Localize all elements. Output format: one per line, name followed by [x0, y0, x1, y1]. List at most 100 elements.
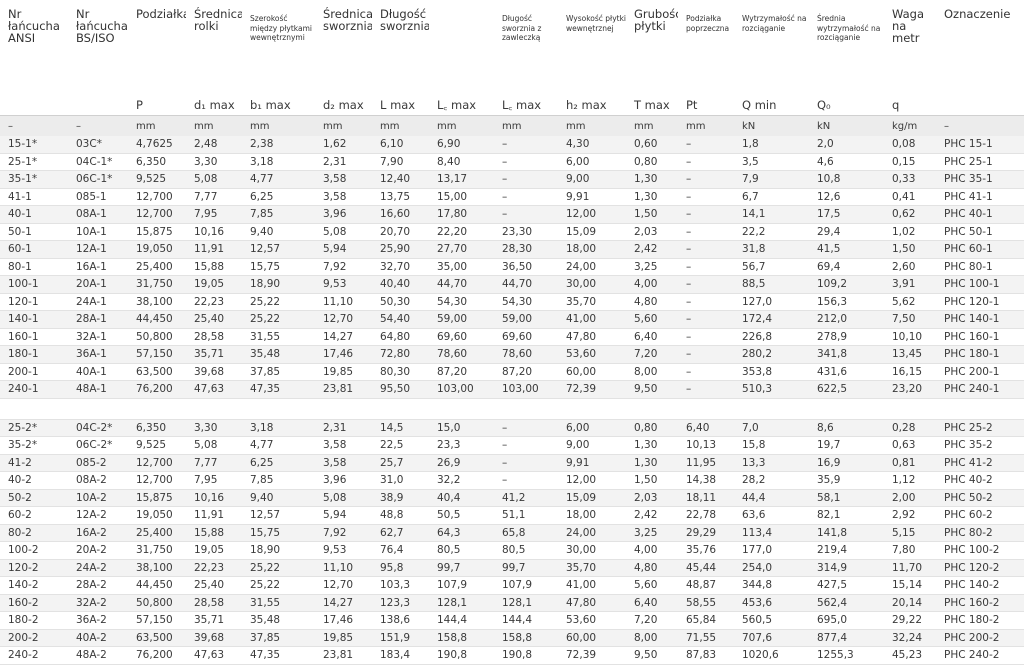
- table-cell: 48A-2: [68, 646, 128, 665]
- table-cell: 28,2: [734, 471, 809, 490]
- table-cell: 25,22: [242, 293, 315, 311]
- table-cell: PHC 180-1: [936, 345, 1024, 364]
- table-cell: 38,100: [128, 559, 186, 577]
- table-row: 50-1 10A-1 15,875 10,16 9,40 5,08 20,70 22,20 23…: [0, 223, 1024, 241]
- table-cell: PHC 40-2: [936, 471, 1024, 490]
- table-cell: 48,87: [678, 576, 734, 595]
- table-cell: 9,91: [558, 454, 626, 472]
- table-cell: 23,20: [884, 380, 936, 399]
- table-cell: 22,5: [372, 436, 429, 455]
- table-cell: 25,400: [128, 524, 186, 542]
- table-cell: 3,91: [884, 275, 936, 294]
- table-cell: 1020,6: [734, 646, 809, 665]
- table-cell: 8,00: [626, 363, 678, 381]
- table-cell: 20A-1: [68, 275, 128, 294]
- table-cell: 16,15: [884, 363, 936, 381]
- separator-cell: [734, 398, 809, 420]
- table-cell: PHC 25-2: [936, 419, 1024, 437]
- table-cell: 200-2: [0, 629, 68, 647]
- table-row: 100-2 20A-2 31,750 19,05 18,90 9,53 76,4 80,5 80…: [0, 541, 1024, 560]
- table-cell: 6,00: [558, 153, 626, 171]
- table-cell: 18,90: [242, 275, 315, 294]
- table-cell: 9,50: [626, 380, 678, 399]
- table-cell: 10,10: [884, 328, 936, 346]
- table-cell: 15,75: [242, 258, 315, 276]
- table-cell: 87,20: [429, 363, 494, 381]
- table-cell: 14,27: [315, 328, 372, 346]
- column-symbol: P: [136, 98, 143, 112]
- table-cell: 113,4: [734, 524, 809, 542]
- table-cell: 17,46: [315, 611, 372, 630]
- column-name: [429, 0, 494, 95]
- table-cell: 2,03: [626, 223, 678, 241]
- table-cell: 107,9: [429, 576, 494, 595]
- table-cell: 3,25: [626, 258, 678, 276]
- table-cell: PHC 41-2: [936, 454, 1024, 472]
- table-cell: 69,60: [494, 328, 558, 346]
- table-cell: 12,57: [242, 240, 315, 259]
- table-cell: 4,6: [809, 153, 884, 171]
- table-cell: 28,58: [186, 328, 242, 346]
- table-cell: 25-1*: [0, 153, 68, 171]
- table-cell: 41-1: [0, 188, 68, 206]
- table-cell: 17,46: [315, 345, 372, 364]
- table-cell: 22,20: [429, 223, 494, 241]
- table-cell: 59,00: [494, 310, 558, 329]
- table-cell: 12,700: [128, 205, 186, 224]
- table-cell: 39,68: [186, 363, 242, 381]
- table-cell: 65,8: [494, 524, 558, 542]
- table-cell: PHC 180-2: [936, 611, 1024, 630]
- table-cell: –: [494, 188, 558, 206]
- column-symbol: Q₀: [817, 98, 831, 112]
- column-name: Waga na metr: [892, 7, 925, 45]
- table-cell: 144,4: [429, 611, 494, 630]
- column-name: Podziałka: [136, 7, 186, 21]
- table-cell: 2,38: [242, 136, 315, 154]
- table-cell: 1,50: [626, 205, 678, 224]
- column-symbol: d₁ max: [194, 98, 235, 112]
- table-cell: 95,50: [372, 380, 429, 399]
- table-cell: 72,39: [558, 380, 626, 399]
- column-unit: mm: [372, 115, 429, 136]
- table-cell: 38,100: [128, 293, 186, 311]
- table-cell: 36A-2: [68, 611, 128, 630]
- table-cell: –: [494, 170, 558, 189]
- table-cell: 32,2: [429, 471, 494, 490]
- table-cell: 3,5: [734, 153, 809, 171]
- table-cell: 47,35: [242, 646, 315, 665]
- table-cell: 14,27: [315, 594, 372, 612]
- column-name: Średnia wytrzymałość na rozciąganie: [817, 14, 881, 42]
- table-cell: PHC 120-1: [936, 293, 1024, 311]
- table-cell: 1255,3: [809, 646, 884, 665]
- table-cell: 107,9: [494, 576, 558, 595]
- table-cell: 28A-2: [68, 576, 128, 595]
- table-cell: 19,7: [809, 436, 884, 455]
- table-cell: 06C-1*: [68, 170, 128, 189]
- table-cell: 30,00: [558, 541, 626, 560]
- table-row: 40-1 08A-1 12,700 7,95 7,85 3,96 16,60 17,80–12…: [0, 205, 1024, 224]
- table-cell: 8,00: [626, 629, 678, 647]
- table-cell: 35,71: [186, 345, 242, 364]
- table-cell: 5,62: [884, 293, 936, 311]
- table-cell: 0,60: [626, 136, 678, 154]
- table-cell: 120-2: [0, 559, 68, 577]
- table-cell: 2,31: [315, 419, 372, 437]
- table-cell: 78,60: [429, 345, 494, 364]
- table-cell: 22,78: [678, 506, 734, 525]
- table-cell: 622,5: [809, 380, 884, 399]
- table-cell: 8,40: [429, 153, 494, 171]
- table-cell: 54,30: [494, 293, 558, 311]
- table-cell: 100-1: [0, 275, 68, 294]
- separator-cell: [936, 398, 1024, 420]
- table-cell: PHC 60-2: [936, 506, 1024, 525]
- table-cell: 47,35: [242, 380, 315, 399]
- table-cell: 180-1: [0, 345, 68, 364]
- table-cell: 24A-1: [68, 293, 128, 311]
- table-cell: 190,8: [494, 646, 558, 665]
- table-cell: 23,81: [315, 646, 372, 665]
- table-cell: –: [494, 454, 558, 472]
- table-cell: 4,80: [626, 293, 678, 311]
- table-cell: 30,00: [558, 275, 626, 294]
- table-cell: 32A-2: [68, 594, 128, 612]
- column-unit: mm: [128, 115, 186, 136]
